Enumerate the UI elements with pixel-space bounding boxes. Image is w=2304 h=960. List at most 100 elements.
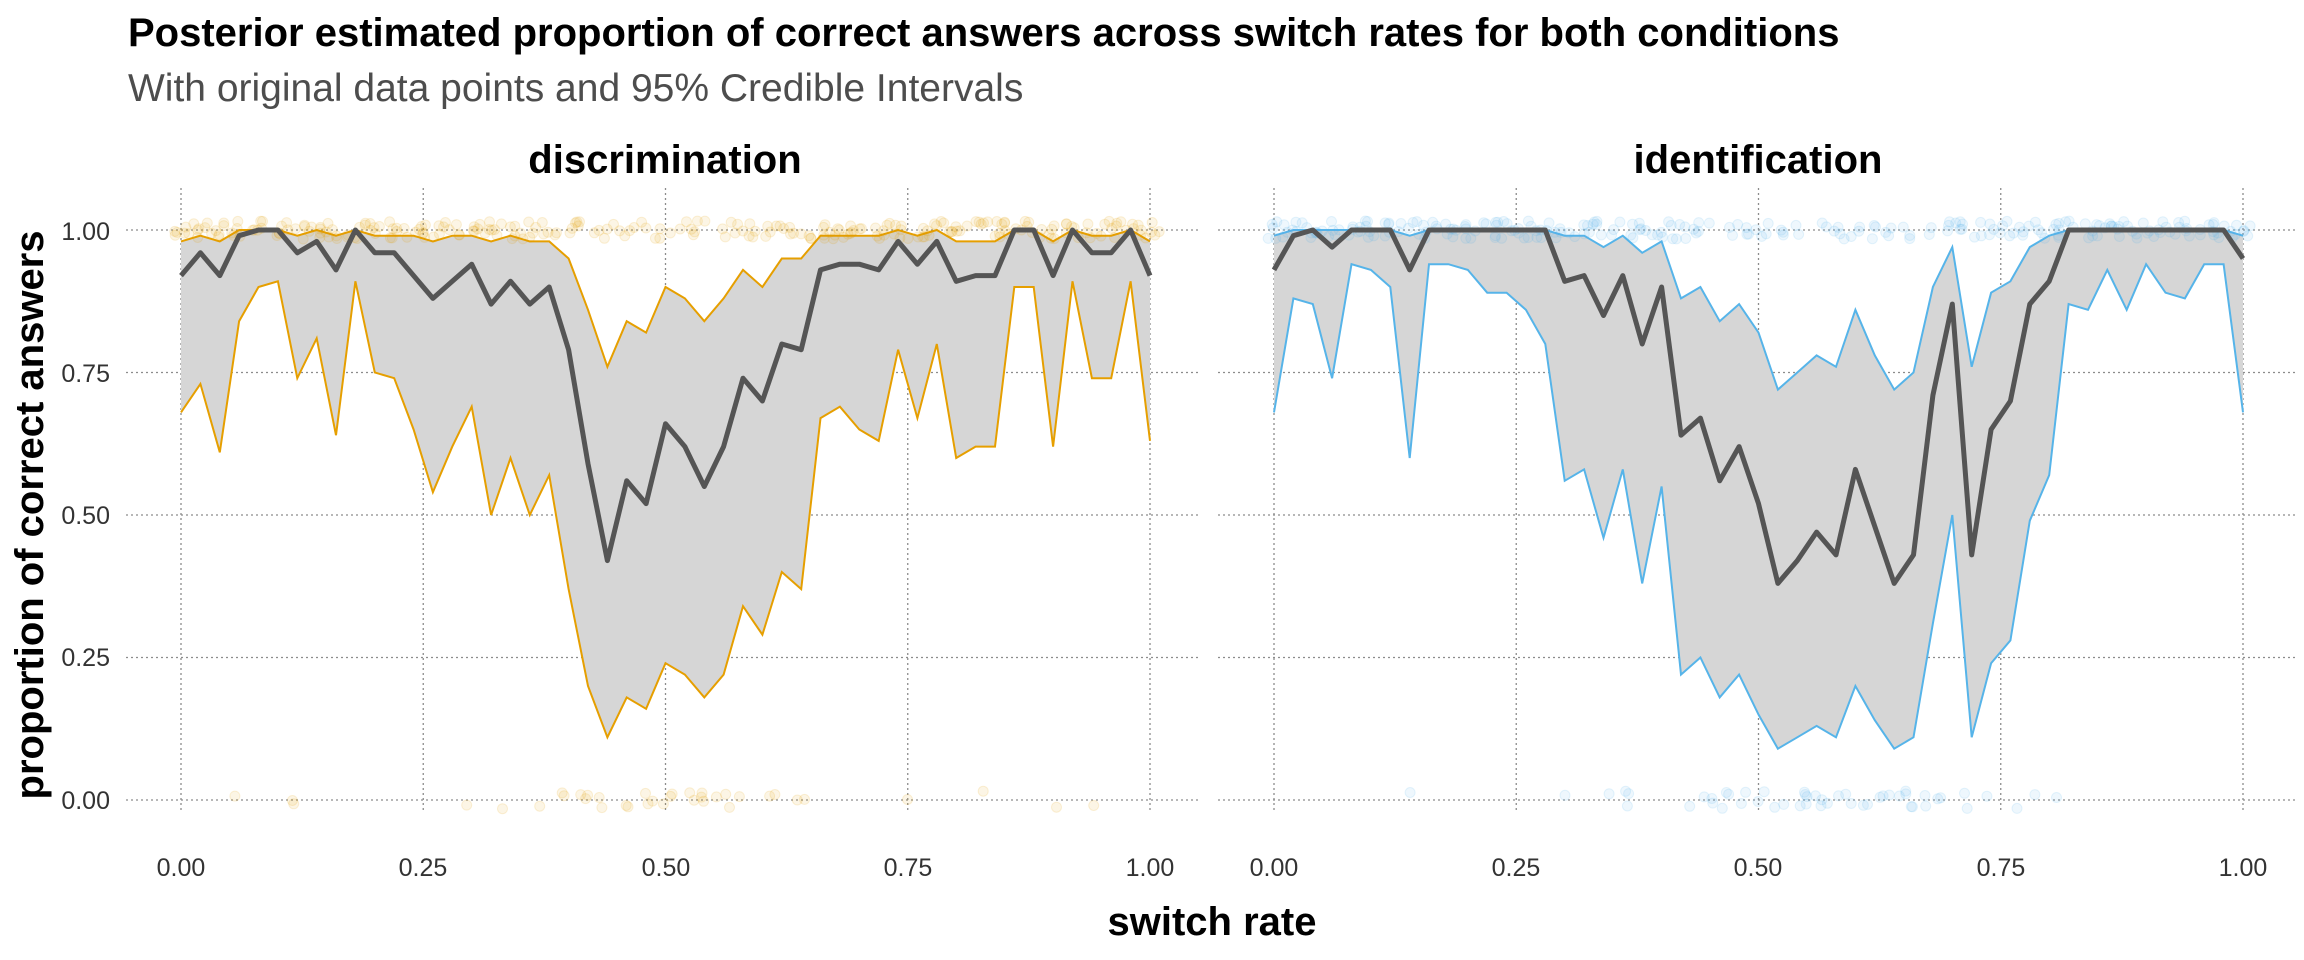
raw-data-point [946,226,958,238]
raw-data-point [1646,229,1658,241]
raw-data-point [818,229,830,241]
raw-data-point [747,231,759,243]
raw-data-point [619,230,631,242]
raw-data-point [299,221,310,232]
raw-data-point [1635,223,1647,235]
raw-data-point [2053,224,2065,236]
raw-data-point [1109,232,1120,243]
raw-data-point [1944,216,1955,228]
raw-data-point [359,217,371,229]
raw-data-point [468,225,480,237]
raw-data-point [1296,217,1308,229]
raw-data-point [654,223,666,235]
raw-data-point [1036,224,1048,235]
raw-data-point [472,223,484,235]
raw-data-point [365,224,376,236]
raw-data-point [1606,229,1618,241]
raw-data-point [1413,228,1425,240]
raw-data-point [2053,229,2064,241]
raw-data-point [1563,227,1575,239]
raw-data-point [1760,228,1772,240]
raw-data-point [288,798,300,810]
raw-data-point [1603,788,1615,800]
raw-data-point [649,232,661,244]
raw-data-point [226,227,238,239]
raw-data-point [2032,224,2044,236]
raw-data-point [419,231,431,243]
raw-data-point [413,223,425,235]
raw-data-point [688,794,700,806]
y-tick-label: 0.25 [61,644,110,672]
raw-data-point [1404,787,1416,798]
raw-data-point [322,217,334,229]
raw-data-point [1897,221,1909,233]
raw-data-point [433,228,445,240]
raw-data-point [1923,229,1935,240]
raw-data-point [1777,226,1789,238]
raw-data-point [509,230,521,242]
raw-data-point [1655,226,1667,238]
raw-data-point [1752,796,1764,807]
raw-data-point [213,229,225,241]
raw-data-point [1723,788,1735,800]
raw-data-point [2113,231,2125,242]
raw-data-point [1750,224,1762,236]
raw-data-point [2023,220,2035,232]
raw-data-point [620,800,632,811]
raw-data-point [391,225,403,237]
raw-data-point [2238,225,2250,236]
raw-data-point [588,227,600,239]
raw-data-point [1627,232,1639,244]
raw-data-point [1716,802,1728,814]
raw-data-point [314,227,326,239]
panel-title-identification: identification [1634,138,1883,182]
raw-data-point [1942,225,1954,237]
chart-title: Posterior estimated proportion of correc… [128,11,1839,55]
raw-data-point [1690,227,1702,239]
raw-data-point [410,226,421,238]
raw-data-point [331,233,343,244]
raw-data-point [2029,789,2041,801]
raw-data-point [2208,217,2220,229]
y-tick-labels: 1.00 0.75 0.50 0.25 0.00 [61,218,110,815]
raw-data-point [384,232,396,244]
raw-data-point [795,228,807,240]
raw-data-point [1135,224,1147,236]
raw-data-point [1084,232,1096,244]
raw-data-point [1680,233,1692,244]
raw-data-point [495,218,507,230]
x-tick-label: 0.50 [1734,854,1783,882]
raw-data-point [1478,217,1490,229]
raw-data-point [290,223,301,235]
raw-data-point [1145,226,1157,238]
raw-data-point [1362,216,1373,227]
raw-data-point [330,230,342,242]
raw-data-point [1981,790,1993,802]
raw-data-point [572,220,584,232]
y-axis-label: proportion of correct answers [8,231,52,800]
x-tick-label: 0.75 [884,854,933,882]
raw-data-point [720,788,732,800]
raw-data-point [970,216,982,228]
raw-data-point [950,221,962,233]
raw-data-point [1799,786,1810,798]
raw-data-point [1679,221,1691,233]
raw-data-point [575,789,587,801]
raw-data-point [640,222,652,234]
credible-interval-ribbon [1274,230,2243,749]
raw-data-point [1740,786,1752,798]
raw-data-point [2131,232,2143,244]
raw-data-point [895,220,907,232]
raw-data-point [550,227,562,239]
raw-data-point [1799,789,1811,800]
raw-data-point [574,216,585,228]
raw-data-point [534,800,546,812]
raw-data-point [1498,216,1510,227]
raw-data-point [664,227,676,239]
raw-data-point [1061,218,1072,230]
raw-data-point [1115,216,1127,228]
raw-data-point [654,232,666,244]
raw-data-point [881,219,893,231]
raw-data-point [601,223,613,235]
raw-data-point [1961,802,1973,814]
